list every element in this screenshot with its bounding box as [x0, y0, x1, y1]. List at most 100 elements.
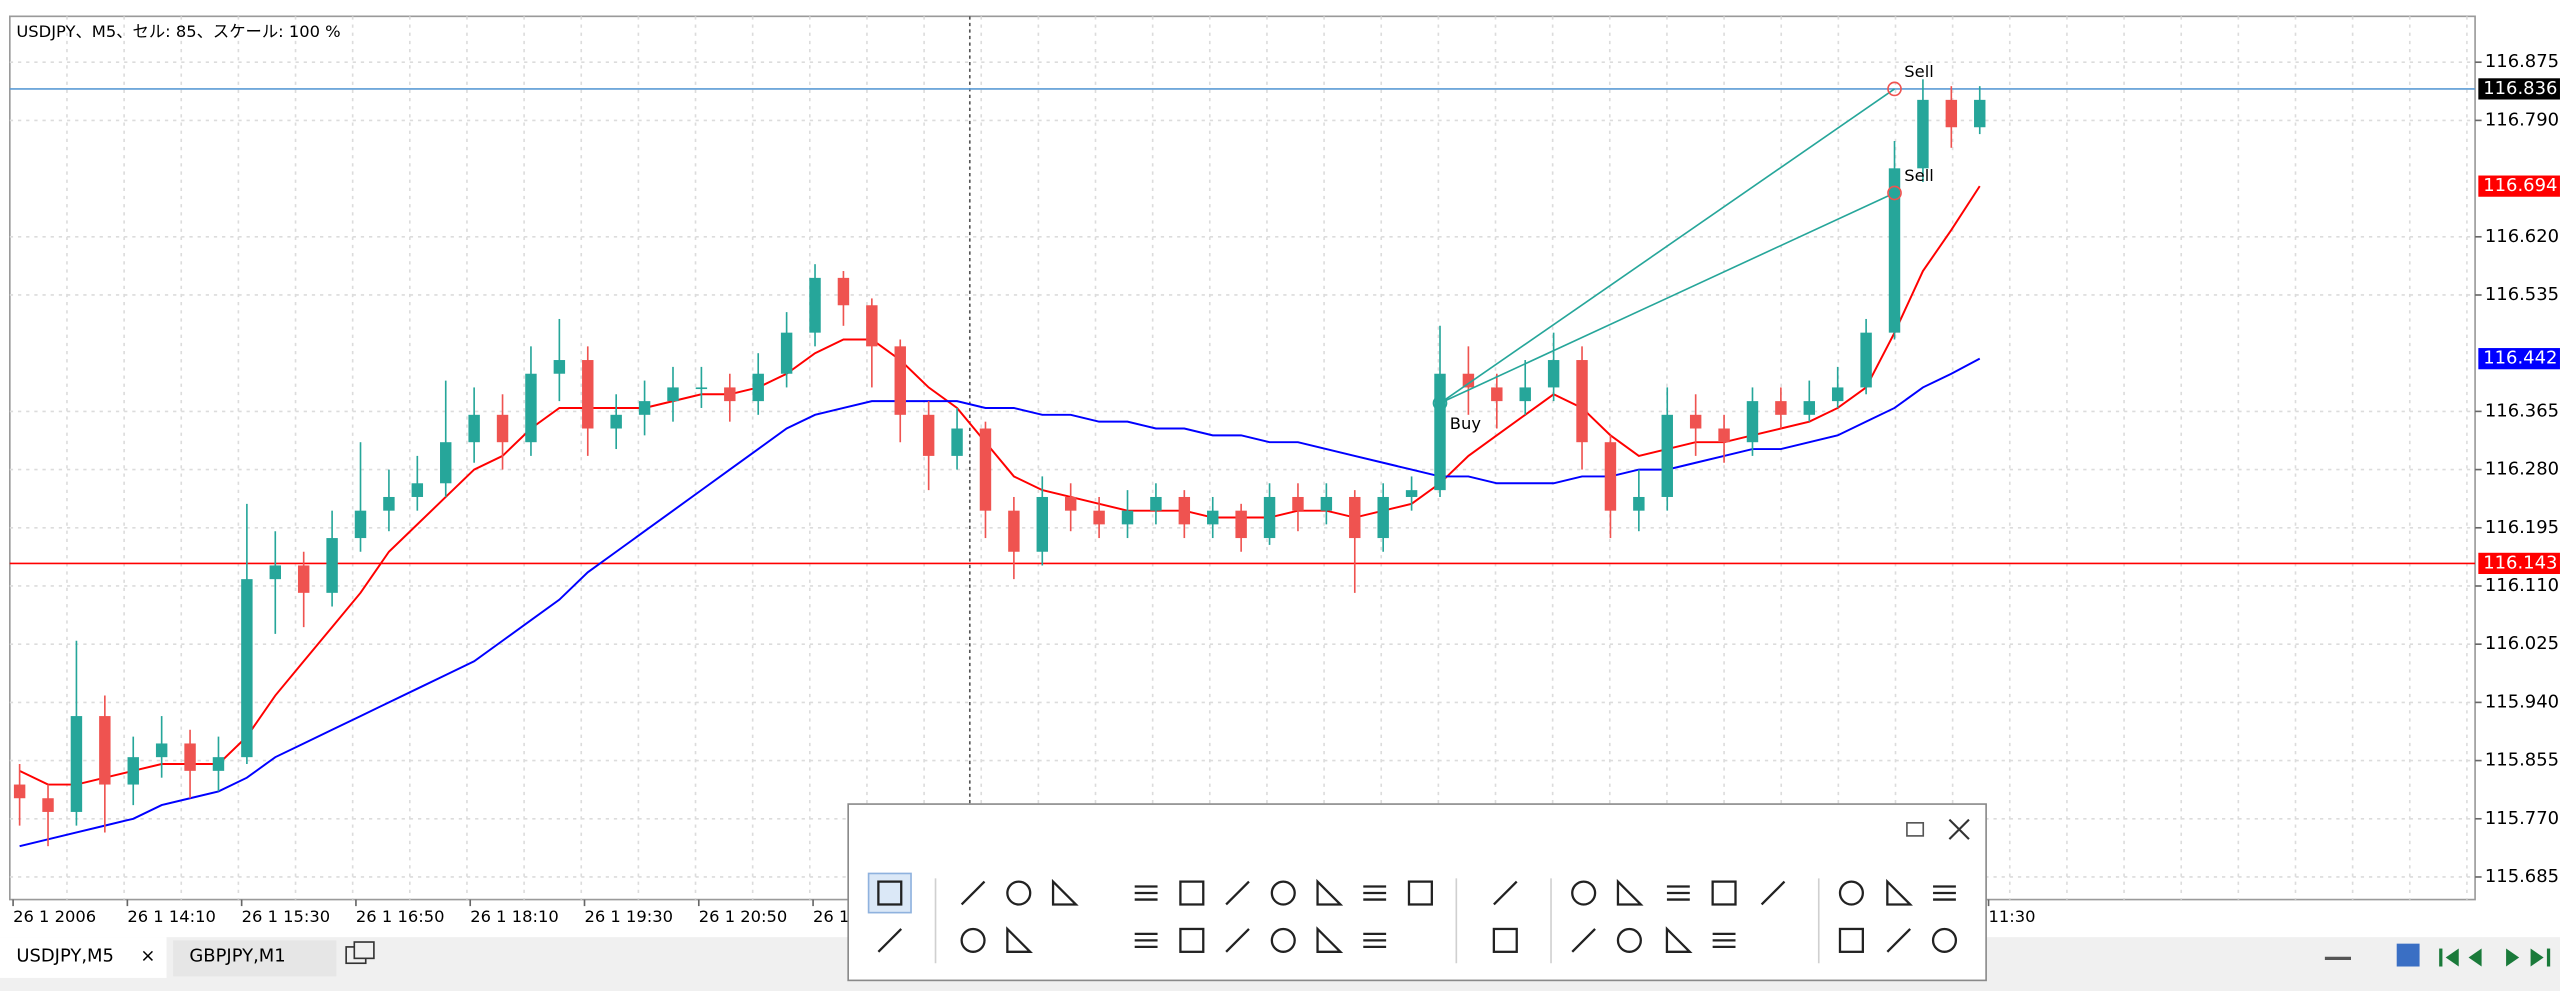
tool-icon[interactable]	[1051, 878, 1079, 906]
tab-active[interactable]	[0, 937, 167, 978]
x-tick-label: 26 1 20:50	[699, 907, 788, 926]
tool-icon[interactable]	[1666, 885, 1690, 901]
price-label-bg	[2478, 175, 2560, 197]
tool-icon[interactable]	[1179, 880, 1205, 906]
candle-body	[1405, 490, 1418, 497]
candle-body	[1661, 414, 1673, 497]
moving-average	[19, 357, 1981, 848]
candle-body	[695, 387, 708, 390]
tool-icon[interactable]	[1838, 927, 1864, 953]
candle-body	[1434, 373, 1446, 491]
tool-icon[interactable]	[1179, 927, 1205, 953]
candle-body	[1945, 99, 1958, 128]
nav-icons[interactable]	[2439, 948, 2551, 967]
y-tick-label: 115.770	[2485, 808, 2559, 829]
tab-close[interactable]: ×	[140, 946, 155, 967]
tool-icon[interactable]	[1711, 880, 1737, 906]
x-tick-label: 11:30	[1989, 907, 2036, 926]
candle-body	[42, 798, 54, 812]
candle-body	[1917, 99, 1929, 169]
tool-icon[interactable]	[1571, 880, 1597, 906]
x-tick-label: 26 1 16:50	[356, 907, 445, 926]
tool-icon[interactable]	[1316, 878, 1344, 906]
tool-icon[interactable]	[1616, 927, 1642, 953]
trade-marker	[1432, 395, 1448, 411]
candle-body	[1349, 496, 1361, 539]
tool-icon[interactable]	[1225, 880, 1250, 906]
candle-body	[1150, 496, 1162, 511]
candle-body	[724, 387, 736, 402]
candle-body	[866, 305, 878, 347]
candle-body	[354, 510, 367, 539]
tool-icon[interactable]	[1134, 932, 1158, 949]
tool-icon[interactable]	[1760, 880, 1786, 906]
candle-body	[127, 757, 139, 785]
candle-body	[1689, 414, 1702, 429]
tool-icon[interactable]	[1493, 880, 1518, 906]
tool-icon[interactable]	[1571, 928, 1596, 953]
tab-label[interactable]: USDJPY,M5	[16, 946, 114, 967]
tool-selected[interactable]	[867, 872, 912, 914]
tool-icon[interactable]	[877, 928, 903, 953]
y-tick-label: 115.685	[2485, 866, 2559, 887]
tool-icon[interactable]	[1616, 878, 1644, 906]
candle-body	[1547, 360, 1560, 388]
candle-body	[1292, 496, 1304, 511]
x-tick-label: 26 1	[813, 907, 849, 926]
toolbar-close[interactable]	[1948, 818, 1970, 840]
price-label-bg	[2478, 552, 2560, 575]
new-window-icon[interactable]	[345, 941, 375, 965]
price-label-bg	[2478, 78, 2560, 100]
candle-body	[1831, 387, 1844, 402]
chart-icon[interactable]	[2396, 943, 2420, 967]
tab-label[interactable]: GBPJPY,M1	[189, 946, 285, 967]
candle-body	[184, 743, 196, 771]
candle-body	[1263, 496, 1276, 539]
price-label-bg	[2478, 348, 2560, 370]
tool-icon[interactable]	[1886, 928, 1911, 953]
candle-body	[1178, 496, 1191, 525]
x-tick-label: 26 1 14:10	[127, 907, 216, 926]
trade-marker	[1887, 185, 1902, 201]
candle-body	[1064, 496, 1077, 511]
trade-line	[1439, 192, 1895, 404]
tool-icon[interactable]	[1492, 927, 1518, 953]
tool-icon[interactable]	[1270, 880, 1296, 906]
tool-icon[interactable]	[1886, 878, 1913, 906]
tool-icon[interactable]	[1712, 932, 1736, 949]
candle-body	[13, 784, 26, 799]
tool-icon[interactable]	[1407, 880, 1433, 906]
price-label: 116.694	[2483, 175, 2557, 196]
candle-body	[1746, 401, 1759, 443]
candle-body	[1036, 496, 1049, 552]
tool-icon[interactable]	[1665, 926, 1693, 953]
tool-icon[interactable]	[1225, 928, 1250, 953]
candle-body	[1207, 510, 1219, 525]
tool-icon[interactable]	[960, 880, 986, 906]
toolbar-dock[interactable]	[1906, 822, 1925, 837]
tool-icon[interactable]	[1933, 885, 1956, 901]
tool-icon[interactable]	[1316, 926, 1344, 953]
candle-body	[809, 277, 821, 333]
candle-body	[411, 483, 424, 497]
price-label: 116.836	[2483, 78, 2557, 99]
tool-icon[interactable]	[1134, 885, 1158, 901]
y-tick-label: 116.790	[2485, 109, 2559, 130]
tool-icon[interactable]	[877, 880, 903, 906]
tool-icon[interactable]	[1006, 880, 1032, 906]
x-tick-label: 26 1 19:30	[585, 907, 674, 926]
candle-body	[1462, 373, 1475, 388]
tool-icon[interactable]	[960, 927, 986, 953]
tool-icon[interactable]	[1838, 880, 1864, 906]
candle-body	[383, 496, 395, 511]
tab-inactive[interactable]	[173, 940, 337, 977]
tool-icon[interactable]	[1363, 885, 1387, 901]
toolbar-panel	[847, 803, 1987, 982]
tool-icon[interactable]	[1006, 926, 1033, 953]
candle-body	[99, 716, 111, 785]
tool-icon[interactable]	[1931, 927, 1958, 953]
tool-icon[interactable]	[1270, 927, 1296, 953]
trade-label: Sell	[1904, 62, 1933, 81]
tool-icon[interactable]	[1363, 932, 1387, 949]
